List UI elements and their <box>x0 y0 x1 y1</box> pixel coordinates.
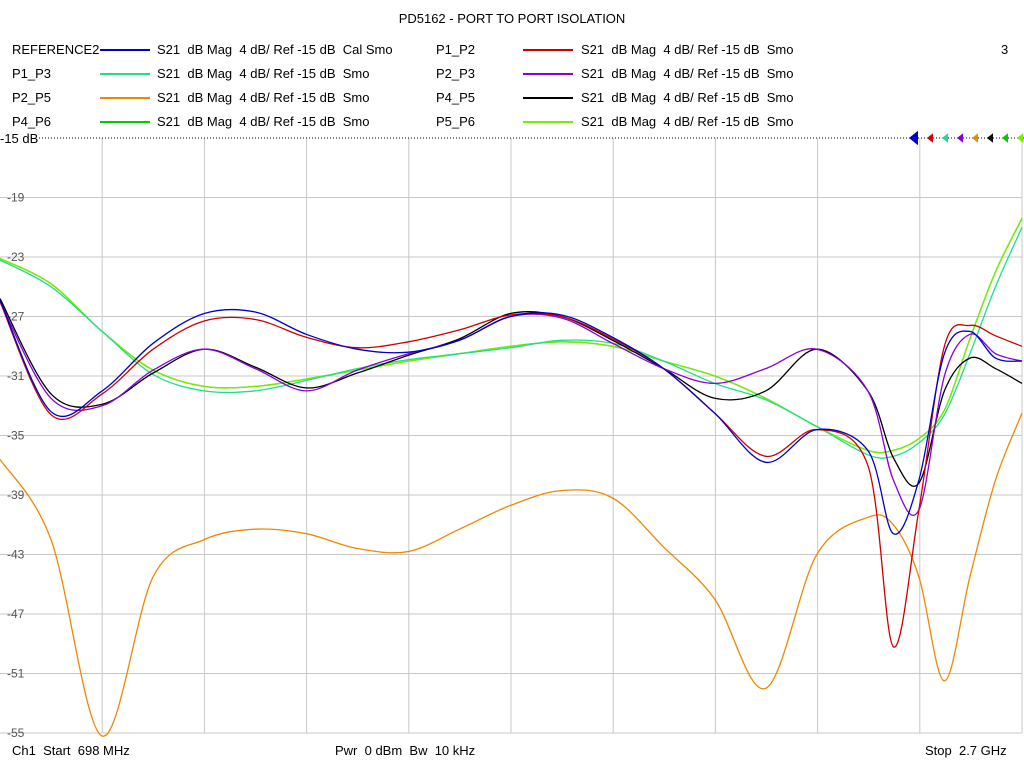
footer-stop: Stop 2.7 GHz <box>925 743 1007 758</box>
trace-marker[interactable] <box>909 130 918 146</box>
y-tick-labels: -19 -23 -27 -31 -35 -39 -43 -47 -51 -55 <box>7 191 25 741</box>
y-tick-label: -23 <box>7 250 25 264</box>
trace-marker[interactable] <box>987 133 993 143</box>
legend-trace-format: S21 dB Mag 4 dB/ Ref -15 dB Smo <box>157 90 370 105</box>
chart-title: PD5162 - PORT TO PORT ISOLATION <box>398 11 626 26</box>
trace-marker[interactable] <box>1002 133 1008 143</box>
legend-trace-format: S21 dB Mag 4 dB/ Ref -15 dB Smo <box>157 66 370 81</box>
trace-p2-p5 <box>0 412 1023 737</box>
legend-trace-format: S21 dB Mag 4 dB/ Ref -15 dB Smo <box>581 66 794 81</box>
legend-trace-name[interactable]: P1_P3 <box>12 66 52 81</box>
trace-marker[interactable] <box>1017 133 1023 143</box>
trace-p1-p2 <box>0 301 1023 648</box>
legend-trace-format: S21 dB Mag 4 dB/ Ref -15 dB Smo <box>581 114 794 129</box>
trace-marker[interactable] <box>942 133 948 143</box>
legend-trace-swatch <box>100 49 150 51</box>
legend-trace-swatch <box>100 97 150 99</box>
footer-power-bandwidth: Pwr 0 dBm Bw 10 kHz <box>335 743 476 758</box>
footer-start: Ch1 Start 698 MHz <box>12 743 130 758</box>
y-tick-label: -39 <box>7 488 25 502</box>
y-tick-label: -19 <box>7 191 25 205</box>
legend-trace-name[interactable]: REFERENCE2 <box>12 42 100 57</box>
trace-p2-p3 <box>0 301 1023 517</box>
legend-trace-swatch <box>523 73 573 75</box>
channel-number: 3 <box>1001 42 1009 57</box>
legend-trace-name[interactable]: P5_P6 <box>436 114 476 129</box>
legend-trace-name[interactable]: P4_P5 <box>436 90 476 105</box>
reference-level-label: -15 dB <box>0 131 40 146</box>
y-tick-label: -47 <box>7 607 25 621</box>
trace-marker[interactable] <box>957 133 963 143</box>
legend-trace-format: S21 dB Mag 4 dB/ Ref -15 dB Smo <box>581 90 794 105</box>
trace-marker[interactable] <box>927 133 933 143</box>
legend-trace-swatch <box>523 49 573 51</box>
legend-trace-swatch <box>523 121 573 123</box>
legend-trace-format: S21 dB Mag 4 dB/ Ref -15 dB Cal Smo <box>157 42 393 57</box>
y-tick-label: -55 <box>7 726 25 740</box>
grid <box>0 138 1023 734</box>
traces <box>0 218 1023 737</box>
legend-trace-swatch <box>100 121 150 123</box>
y-tick-label: -51 <box>7 667 25 681</box>
trace-marker[interactable] <box>972 133 978 143</box>
legend-trace-name[interactable]: P2_P5 <box>12 90 52 105</box>
legend-trace-name[interactable]: P2_P3 <box>436 66 476 81</box>
y-tick-label: -43 <box>7 548 25 562</box>
y-tick-label: -27 <box>7 310 25 324</box>
trace-markers <box>909 130 1023 146</box>
legend-trace-format: S21 dB Mag 4 dB/ Ref -15 dB Smo <box>157 114 370 129</box>
legend-trace-format: S21 dB Mag 4 dB/ Ref -15 dB Smo <box>581 42 794 57</box>
legend-trace-name[interactable]: P4_P6 <box>12 114 52 129</box>
legend-trace-name[interactable]: P1_P2 <box>436 42 476 57</box>
legend-trace-swatch <box>523 97 573 99</box>
trace-p5-p6 <box>0 218 1023 454</box>
y-tick-label: -35 <box>7 429 25 443</box>
trace-reference2 <box>0 299 1023 535</box>
legend-trace-swatch <box>100 73 150 75</box>
y-tick-label: -31 <box>7 369 25 383</box>
trace-p4-p5 <box>0 298 1023 487</box>
